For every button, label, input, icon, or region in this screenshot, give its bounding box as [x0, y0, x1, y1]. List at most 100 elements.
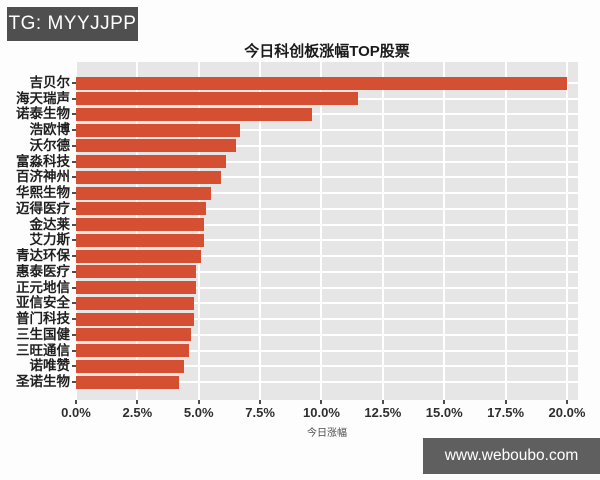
y-tick-label: 金达莱	[29, 216, 71, 232]
gridline-horizontal	[76, 349, 578, 352]
gridline-vertical	[443, 62, 446, 400]
y-tick-mark	[72, 97, 76, 100]
gridline-vertical	[565, 62, 568, 400]
watermark-text: www.weboubo.com	[444, 447, 579, 464]
x-axis-label: 今日涨幅	[307, 428, 347, 439]
gridline-horizontal	[76, 318, 578, 321]
gridline-horizontal	[76, 270, 578, 273]
y-tick-mark	[72, 223, 76, 226]
bar	[76, 123, 241, 137]
gridline-horizontal	[76, 255, 578, 258]
y-tick-label: 沃尔德	[29, 137, 71, 153]
y-tick-label: 惠泰医疗	[16, 263, 70, 279]
bar	[76, 218, 204, 232]
y-tick-label: 正元地信	[16, 279, 70, 295]
x-tick-mark	[504, 400, 507, 404]
tg-badge-text: TG: MYYJJPP	[8, 13, 137, 34]
y-tick-label: 海天瑞声	[16, 90, 70, 106]
x-tick-mark	[565, 400, 568, 404]
y-tick-mark	[72, 349, 76, 352]
y-axis-labels: 吉贝尔 海天瑞声 诺泰生物 浩欧博 沃尔德 富淼科技 百济神州 华熙生物 迈得医疗 金达莱 艾力斯青…	[0, 62, 70, 400]
y-tick-mark	[72, 381, 76, 384]
bar	[76, 107, 312, 121]
y-tick-label: 诺唯赞	[29, 358, 71, 374]
y-tick-mark	[72, 318, 76, 321]
bar	[76, 92, 359, 106]
bar	[76, 265, 197, 279]
x-tick-mark	[320, 400, 323, 404]
y-tick-label: 迈得医疗	[16, 200, 70, 216]
gridline-horizontal	[76, 286, 578, 289]
y-tick-mark	[72, 160, 76, 163]
gridline-horizontal	[76, 365, 578, 368]
bar	[76, 344, 189, 358]
gridline-vertical	[320, 62, 323, 400]
gridline-vertical	[504, 62, 507, 400]
x-tick-label: 0.0%	[61, 405, 91, 420]
y-tick-label: 三生国健	[16, 326, 70, 342]
y-tick-mark	[72, 365, 76, 368]
gridline-horizontal	[76, 176, 578, 179]
y-tick-mark	[72, 270, 76, 273]
x-tick-label: 10.0%	[303, 405, 340, 420]
y-tick-label: 青达环保	[16, 248, 70, 264]
x-tick-label: 15.0%	[425, 405, 463, 420]
y-tick-mark	[72, 333, 76, 336]
x-tick-mark	[136, 400, 139, 404]
bar	[76, 233, 204, 247]
bar	[76, 76, 567, 90]
gridline-horizontal	[76, 129, 578, 132]
bar	[76, 202, 207, 216]
x-tick-label: 2.5%	[122, 405, 153, 420]
y-tick-mark	[72, 286, 76, 289]
y-tick-label: 百济神州	[16, 169, 70, 185]
x-tick-mark	[381, 400, 384, 404]
y-tick-mark	[72, 82, 76, 84]
bar	[76, 186, 211, 200]
x-tick-label: 7.5%	[245, 405, 275, 420]
gridline-horizontal	[76, 381, 578, 384]
gridline-vertical	[259, 62, 262, 400]
y-tick-label: 艾力斯	[29, 232, 71, 248]
bar	[76, 139, 236, 153]
x-tick-mark	[197, 400, 200, 404]
y-tick-label: 亚信安全	[16, 295, 70, 311]
y-tick-mark	[72, 129, 76, 132]
x-tick-mark	[75, 400, 77, 404]
x-tick-label: 5.0%	[183, 405, 214, 420]
y-tick-mark	[72, 255, 76, 258]
gridline-horizontal	[76, 113, 578, 116]
y-tick-label: 圣诺生物	[16, 374, 70, 390]
y-tick-mark	[72, 176, 76, 179]
tg-badge: TG: MYYJJPP	[7, 7, 138, 41]
chart-title: 今日科创板涨幅TOP股票	[244, 43, 410, 60]
y-tick-label: 吉贝尔	[29, 75, 71, 90]
y-tick-label: 浩欧博	[29, 122, 71, 138]
gridline-horizontal	[76, 333, 578, 336]
x-tick-mark	[259, 400, 262, 404]
watermark: www.weboubo.com	[423, 438, 600, 474]
y-tick-mark	[72, 239, 76, 242]
y-tick-mark	[72, 144, 76, 147]
gridline-horizontal	[76, 160, 578, 163]
bar	[76, 296, 194, 310]
gridline-horizontal	[76, 144, 578, 147]
gridline-horizontal	[76, 223, 578, 226]
plot-area	[75, 62, 578, 400]
gridline-horizontal	[76, 207, 578, 210]
x-tick-label: 17.5%	[487, 405, 525, 420]
x-tick-label: 20.0%	[548, 405, 586, 420]
y-tick-mark	[72, 207, 76, 210]
bar	[76, 359, 184, 373]
gridline-horizontal	[76, 192, 578, 195]
bar	[76, 281, 197, 295]
y-tick-label: 富淼科技	[16, 153, 70, 169]
bar	[76, 249, 202, 263]
gridline-vertical	[381, 62, 384, 400]
bar	[76, 155, 226, 169]
y-tick-label: 普门科技	[16, 311, 70, 327]
x-tick-mark	[443, 400, 446, 404]
y-tick-mark	[72, 113, 76, 116]
y-tick-mark	[72, 302, 76, 305]
gridline-horizontal	[76, 239, 578, 242]
